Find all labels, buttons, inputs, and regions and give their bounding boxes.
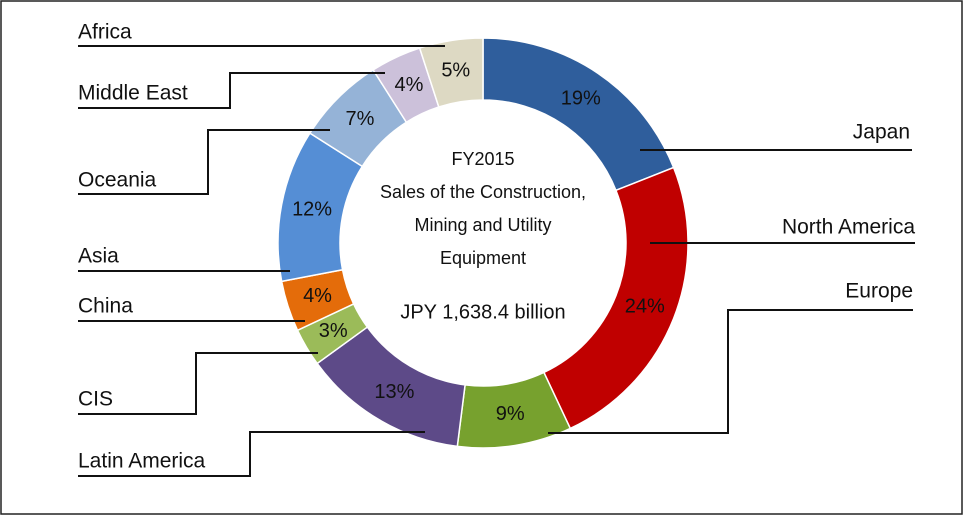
category-label: North America: [782, 216, 915, 239]
category-label: Europe: [845, 280, 913, 303]
category-label: CIS: [78, 388, 113, 411]
value-label: 4%: [303, 285, 332, 307]
category-label: Middle East: [78, 82, 188, 105]
category-label: Latin America: [78, 450, 206, 473]
leader-line: [78, 431, 425, 477]
center-title: Equipment: [440, 248, 526, 268]
value-label: 24%: [625, 295, 665, 317]
center-title: FY2015: [451, 149, 514, 169]
value-label: 9%: [496, 403, 525, 425]
category-label: Japan: [853, 121, 910, 144]
category-label: Oceania: [78, 169, 157, 192]
value-label: 3%: [319, 320, 348, 342]
center-title: Mining and Utility: [414, 215, 551, 235]
leader-line: [548, 309, 913, 434]
value-label: 19%: [561, 87, 601, 109]
category-label: China: [78, 295, 133, 318]
center-title: Sales of the Construction,: [380, 182, 586, 202]
leader-line: [78, 129, 330, 195]
leader-line: [78, 72, 385, 109]
value-label: 4%: [394, 74, 423, 96]
category-label: Africa: [78, 21, 132, 44]
value-label: 13%: [374, 381, 414, 403]
leader-line: [78, 352, 318, 415]
value-label: 12%: [292, 199, 332, 221]
center-total: JPY 1,638.4 billion: [400, 301, 565, 323]
category-label: Asia: [78, 245, 119, 268]
value-label: 5%: [441, 59, 470, 81]
donut-segment: [418, 37, 484, 108]
value-label: 7%: [346, 108, 375, 130]
